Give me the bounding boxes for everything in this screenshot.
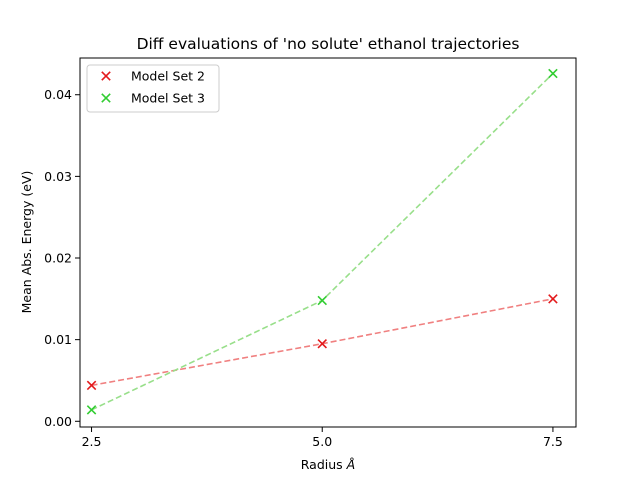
y-tick-label: 0.02 [44, 251, 72, 266]
x-tick-label: 5.0 [312, 434, 332, 449]
x-axis-label-symbol: Å [346, 457, 356, 472]
series-markers [86, 68, 558, 415]
y-axis-label: Mean Abs. Energy (eV) [19, 171, 34, 314]
data-point [86, 380, 97, 391]
x-tick-label: 2.5 [82, 434, 102, 449]
plot-area [79, 57, 577, 428]
data-point [86, 405, 97, 415]
legend: Model Set 2 Model Set 3 [86, 64, 220, 113]
data-point [548, 68, 558, 79]
y-tick-label: 0.00 [44, 414, 72, 429]
legend-box [86, 64, 220, 113]
y-axis: 0.00 0.01 0.02 0.03 0.04 [44, 87, 80, 429]
x-axis-label: Radius Å [301, 457, 355, 472]
chart-title: Diff evaluations of 'no solute' ethanol … [137, 35, 520, 53]
data-point [548, 294, 558, 304]
legend-label: Model Set 3 [131, 91, 205, 106]
legend-marker [101, 71, 111, 81]
plot-frame [79, 57, 577, 428]
data-point [317, 338, 327, 349]
legend-marker [101, 93, 111, 103]
y-tick-label: 0.03 [44, 169, 72, 184]
x-axis-label-text: Radius [301, 457, 347, 472]
x-tick-label: 7.5 [543, 434, 563, 449]
y-tick-label: 0.01 [44, 332, 72, 347]
legend-label: Model Set 2 [131, 69, 205, 84]
legend-entries: Model Set 2 Model Set 3 [101, 69, 205, 106]
data-point [317, 295, 327, 306]
y-tick-label: 0.04 [44, 87, 72, 102]
x-axis: 2.5 5.0 7.5 [82, 427, 563, 449]
